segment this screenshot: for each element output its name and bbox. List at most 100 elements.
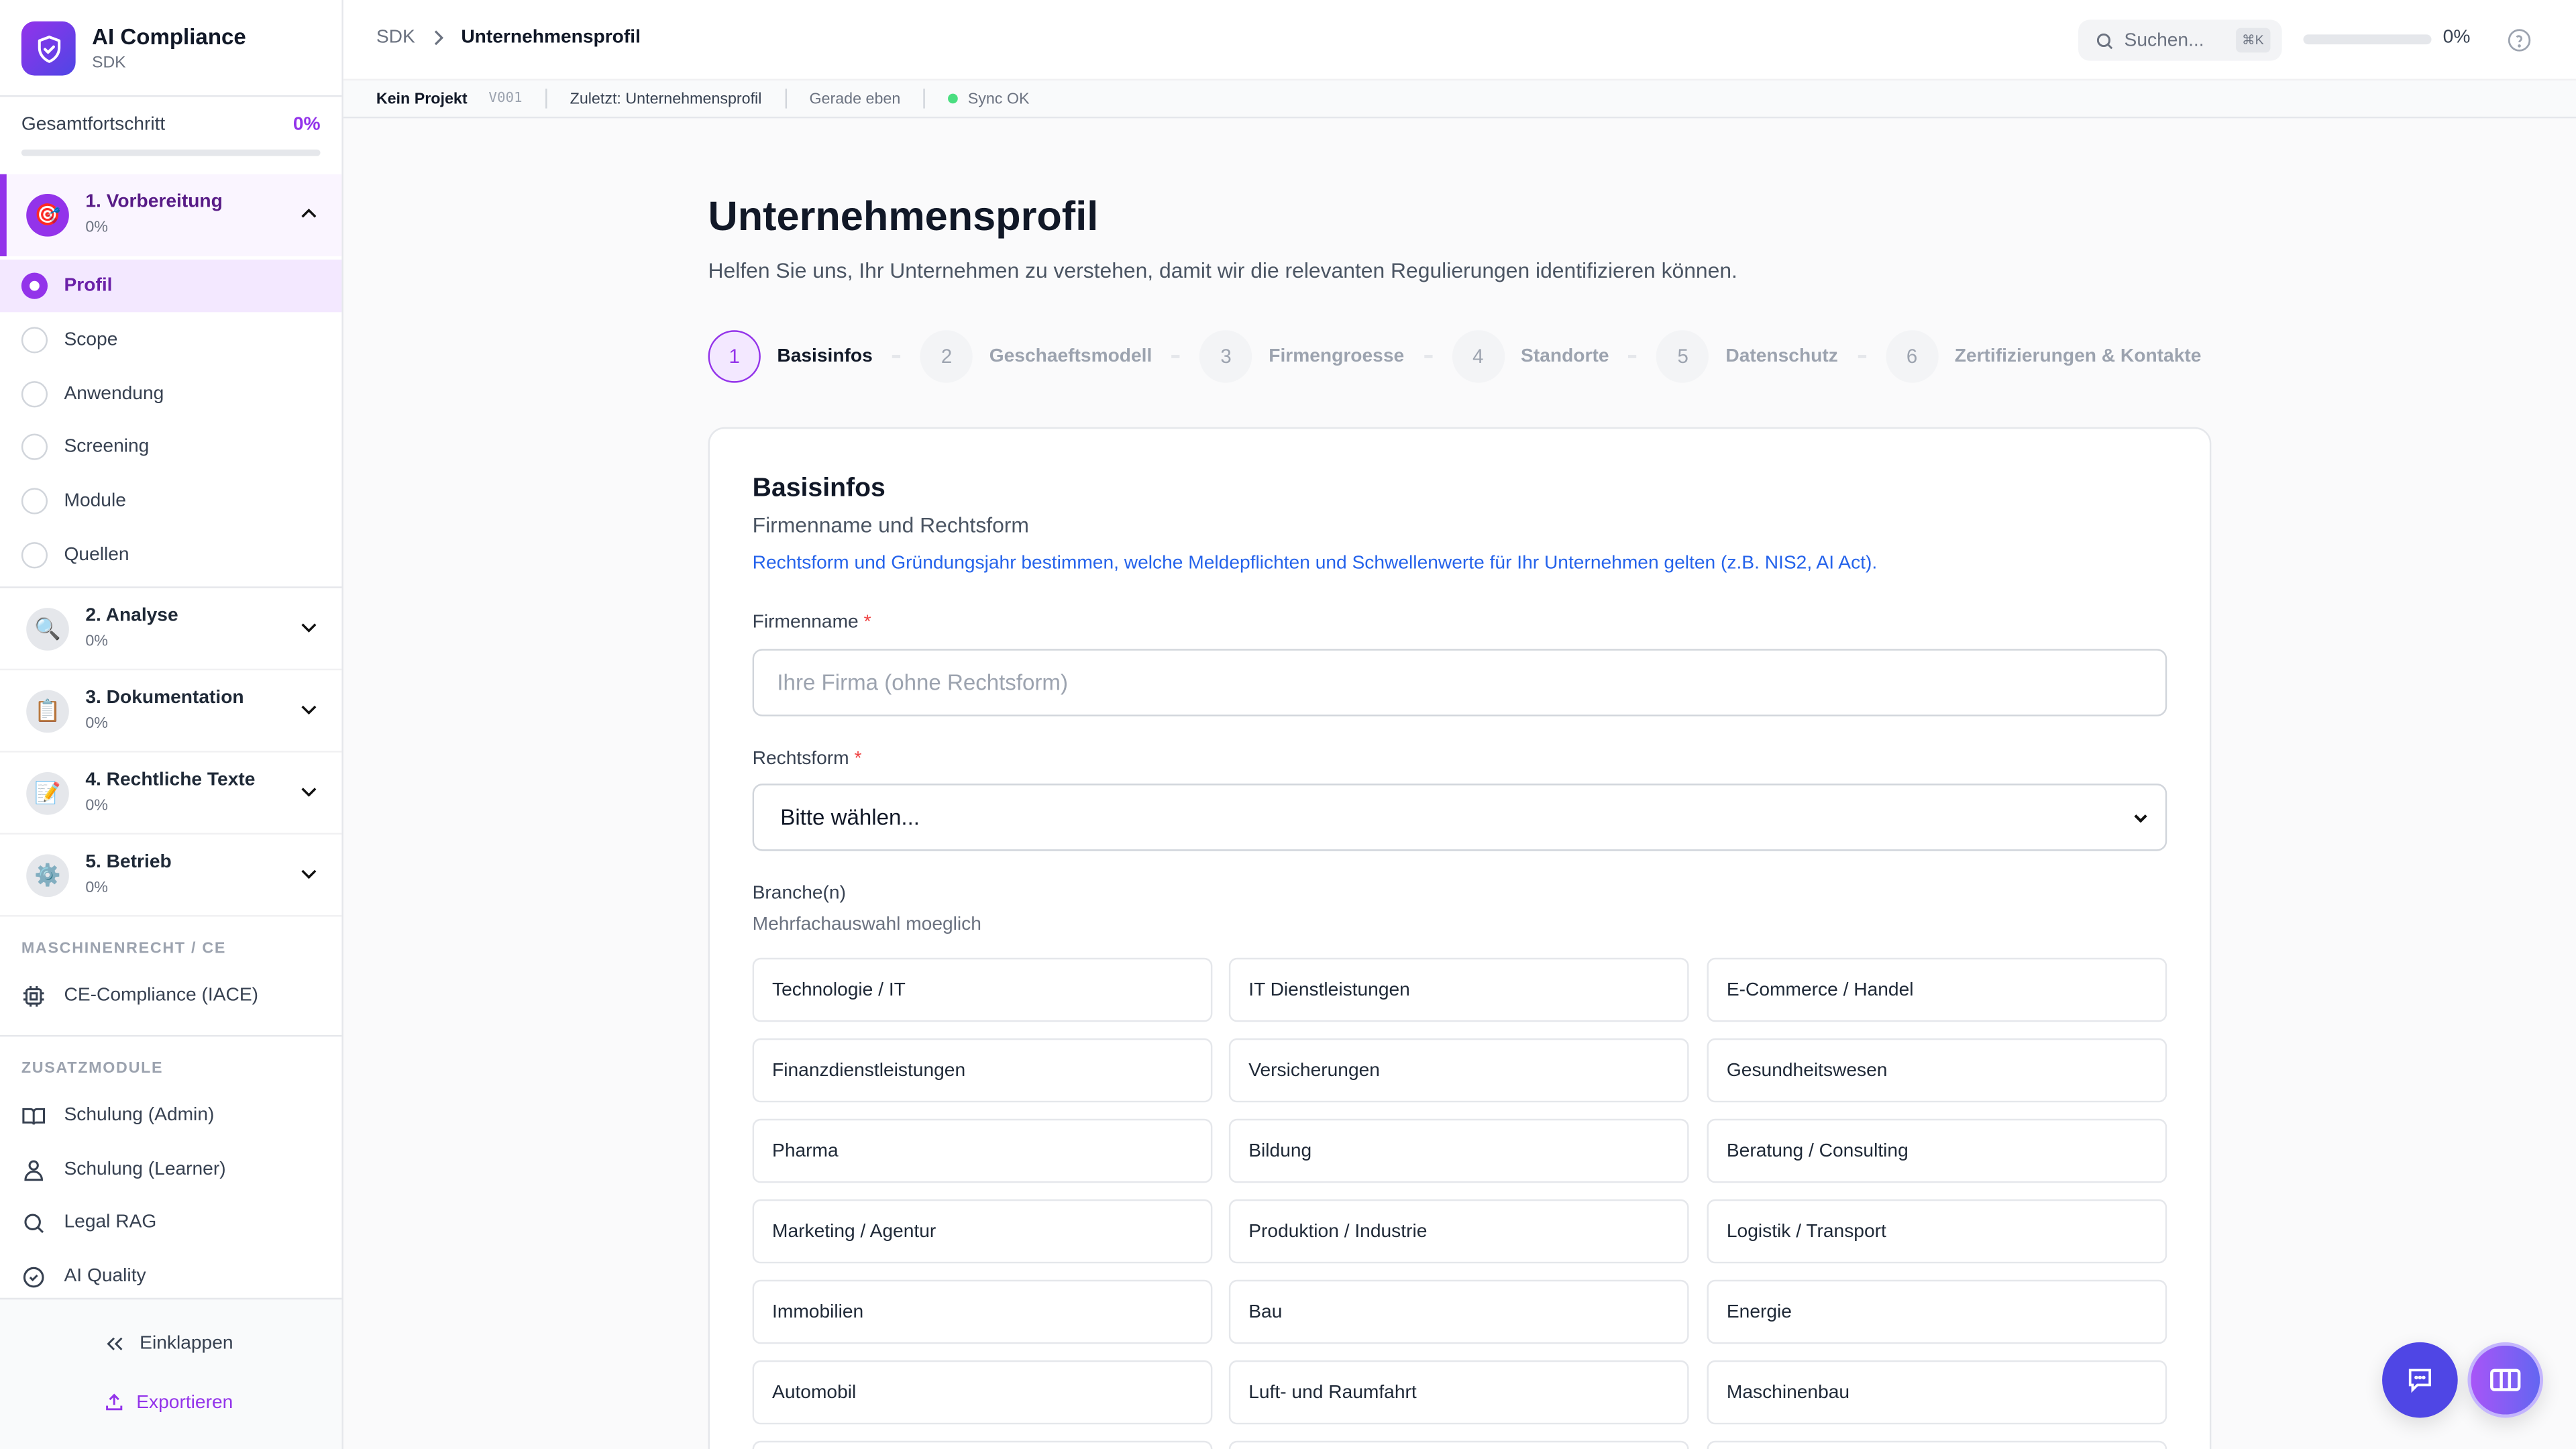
chevron-right-icon <box>434 30 443 46</box>
industry-option[interactable]: Beratung / Consulting <box>1707 1118 2167 1183</box>
industry-option[interactable]: Technologie / IT <box>752 957 1213 1022</box>
industry-option[interactable]: Maschinenbau <box>1707 1360 2167 1425</box>
export-button[interactable]: Exportieren <box>103 1391 233 1413</box>
chevron-down-icon <box>301 788 317 797</box>
magnifier-icon: 🔍 <box>26 608 69 651</box>
sidebar-item-schulung-admin[interactable]: Schulung (Admin) <box>21 1097 215 1134</box>
help-icon[interactable] <box>2507 28 2532 53</box>
section-rechtliche-texte[interactable]: 📝 4. Rechtliche Texte 0% <box>0 753 342 835</box>
industry-option[interactable]: Versicherungen <box>1228 1038 1689 1103</box>
industry-option[interactable]: Energie <box>1707 1279 2167 1344</box>
select-value: Bitte wählen... <box>780 805 920 830</box>
sidebar-item-quellen[interactable]: Quellen <box>0 529 341 582</box>
industry-option[interactable]: IT Dienstleistungen <box>1228 957 1689 1022</box>
step-number: 4 <box>1452 330 1505 383</box>
step-standorte[interactable]: 4 Standorte <box>1452 330 1609 383</box>
section-dokumentation[interactable]: 📋 3. Dokumentation 0% <box>0 670 342 753</box>
step-number: 2 <box>920 330 973 383</box>
sidebar-footer: Einklappen Exportieren <box>0 1297 342 1449</box>
step-zertifizierungen[interactable]: 6 Zertifizierungen & Kontakte <box>1885 330 2201 383</box>
step-number: 6 <box>1885 330 1939 383</box>
collapse-button[interactable]: Einklappen <box>103 1332 233 1355</box>
clipboard-icon: 📋 <box>26 690 69 733</box>
step-firmengroesse[interactable]: 3 Firmengroesse <box>1199 330 1405 383</box>
step-label: Firmengroesse <box>1269 346 1405 367</box>
step-datenschutz[interactable]: 5 Datenschutz <box>1656 330 1838 383</box>
industry-option[interactable]: Bau <box>1228 1279 1689 1344</box>
legal-form-select[interactable]: Bitte wählen... <box>752 784 2167 851</box>
sidebar-item-module[interactable]: Module <box>0 475 341 527</box>
item-label: Module <box>64 491 126 511</box>
search-button[interactable]: Suchen... ⌘K <box>2078 19 2282 61</box>
industry-option[interactable]: Logistik / Transport <box>1707 1199 2167 1264</box>
chevrons-left-icon <box>107 1337 123 1350</box>
industry-option[interactable]: Marketing / Agentur <box>752 1199 1213 1264</box>
sidebar-item-anwendung[interactable]: Anwendung <box>0 368 341 421</box>
section-progress: 0% <box>85 796 108 815</box>
sidebar-item-profil[interactable]: Profil <box>0 259 342 313</box>
step-number: 5 <box>1656 330 1709 383</box>
industry-option[interactable] <box>1707 1440 2167 1449</box>
sidebar-item-ai-quality[interactable]: AI Quality <box>21 1258 146 1295</box>
section-betrieb[interactable]: ⚙️ 5. Betrieb 0% <box>0 835 342 917</box>
sidebar: AI Compliance SDK Gesamtfortschritt 0% 🎯… <box>0 0 343 1449</box>
industry-option[interactable]: Pharma <box>752 1118 1213 1183</box>
required-marker: * <box>854 749 862 769</box>
group-label-maschinenrecht: MASCHINENRECHT / CE <box>21 939 227 958</box>
sidebar-item-schulung-learner[interactable]: Schulung (Learner) <box>21 1152 226 1188</box>
section-vorbereitung[interactable]: 🎯 1. Vorbereitung 0% <box>0 174 342 257</box>
item-label: Legal RAG <box>64 1212 157 1232</box>
item-label: Screening <box>64 437 150 457</box>
chat-button[interactable] <box>2382 1342 2458 1418</box>
industry-option[interactable]: Produktion / Industrie <box>1228 1199 1689 1264</box>
item-label: Anwendung <box>64 384 164 405</box>
breadcrumb-current: Unternehmensprofil <box>461 28 641 48</box>
sidebar-item-scope[interactable]: Scope <box>0 314 341 366</box>
export-label: Exportieren <box>136 1392 233 1412</box>
industry-option[interactable]: Immobilien <box>752 1279 1213 1344</box>
step-label: Basisinfos <box>777 346 873 367</box>
check-circle-icon <box>23 1266 44 1287</box>
section-analyse[interactable]: 🔍 2. Analyse 0% <box>0 588 342 671</box>
label-text: Firmenname <box>752 612 859 633</box>
search-icon <box>24 1213 44 1232</box>
company-name-input[interactable]: Ihre Firma (ohne Rechtsform) <box>752 649 2167 716</box>
section-title: 3. Dokumentation <box>85 688 244 708</box>
item-label: Scope <box>64 330 118 350</box>
top-header: SDK Unternehmensprofil Suchen... ⌘K 0% <box>343 0 2576 81</box>
card-title: Basisinfos <box>752 474 885 503</box>
chevron-up-icon <box>301 209 317 218</box>
industry-option[interactable]: Automobil <box>752 1360 1213 1425</box>
industry-option[interactable]: Finanzdienstleistungen <box>752 1038 1213 1103</box>
sync-status: Sync OK <box>967 89 1030 108</box>
step-geschaeftsmodell[interactable]: 2 Geschaeftsmodell <box>920 330 1152 383</box>
legal-form-label: Rechtsform * <box>753 749 862 769</box>
card-hint: Rechtsform und Gründungsjahr bestimmen, … <box>752 553 1878 574</box>
user-icon <box>24 1159 43 1180</box>
sidebar-item-screening[interactable]: Screening <box>0 421 341 473</box>
panel-toggle-button[interactable] <box>2467 1342 2544 1418</box>
radio-icon <box>21 433 48 460</box>
sidebar-item-legal-rag[interactable]: Legal RAG <box>21 1204 156 1240</box>
breadcrumb-sdk[interactable]: SDK <box>376 28 415 48</box>
section-title: 2. Analyse <box>85 606 178 627</box>
industry-option[interactable] <box>752 1440 1213 1449</box>
industry-option[interactable]: Luft- und Raumfahrt <box>1228 1360 1689 1425</box>
sidebar-item-ce-compliance[interactable]: CE-Compliance (IACE) <box>21 977 258 1014</box>
form-card: Basisinfos Firmenname und Rechtsform Rec… <box>708 427 2212 1449</box>
item-label: Schulung (Admin) <box>64 1106 215 1126</box>
page-subtitle: Helfen Sie uns, Ihr Unternehmen zu verst… <box>708 258 1737 283</box>
step-number: 3 <box>1199 330 1252 383</box>
app-subtitle: SDK <box>92 54 126 72</box>
step-basisinfos[interactable]: 1 Basisinfos <box>708 330 873 383</box>
radio-icon <box>21 327 48 354</box>
industry-option[interactable]: Gesundheitswesen <box>1707 1038 2167 1103</box>
step-label: Datenschutz <box>1725 346 1838 367</box>
chevron-down-icon <box>301 623 317 633</box>
industry-option[interactable] <box>1228 1440 1689 1449</box>
chevron-down-icon <box>301 869 317 879</box>
industry-option[interactable]: E-Commerce / Handel <box>1707 957 2167 1022</box>
search-placeholder: Suchen... <box>2124 30 2204 50</box>
step-number: 1 <box>708 330 761 383</box>
industry-option[interactable]: Bildung <box>1228 1118 1689 1183</box>
